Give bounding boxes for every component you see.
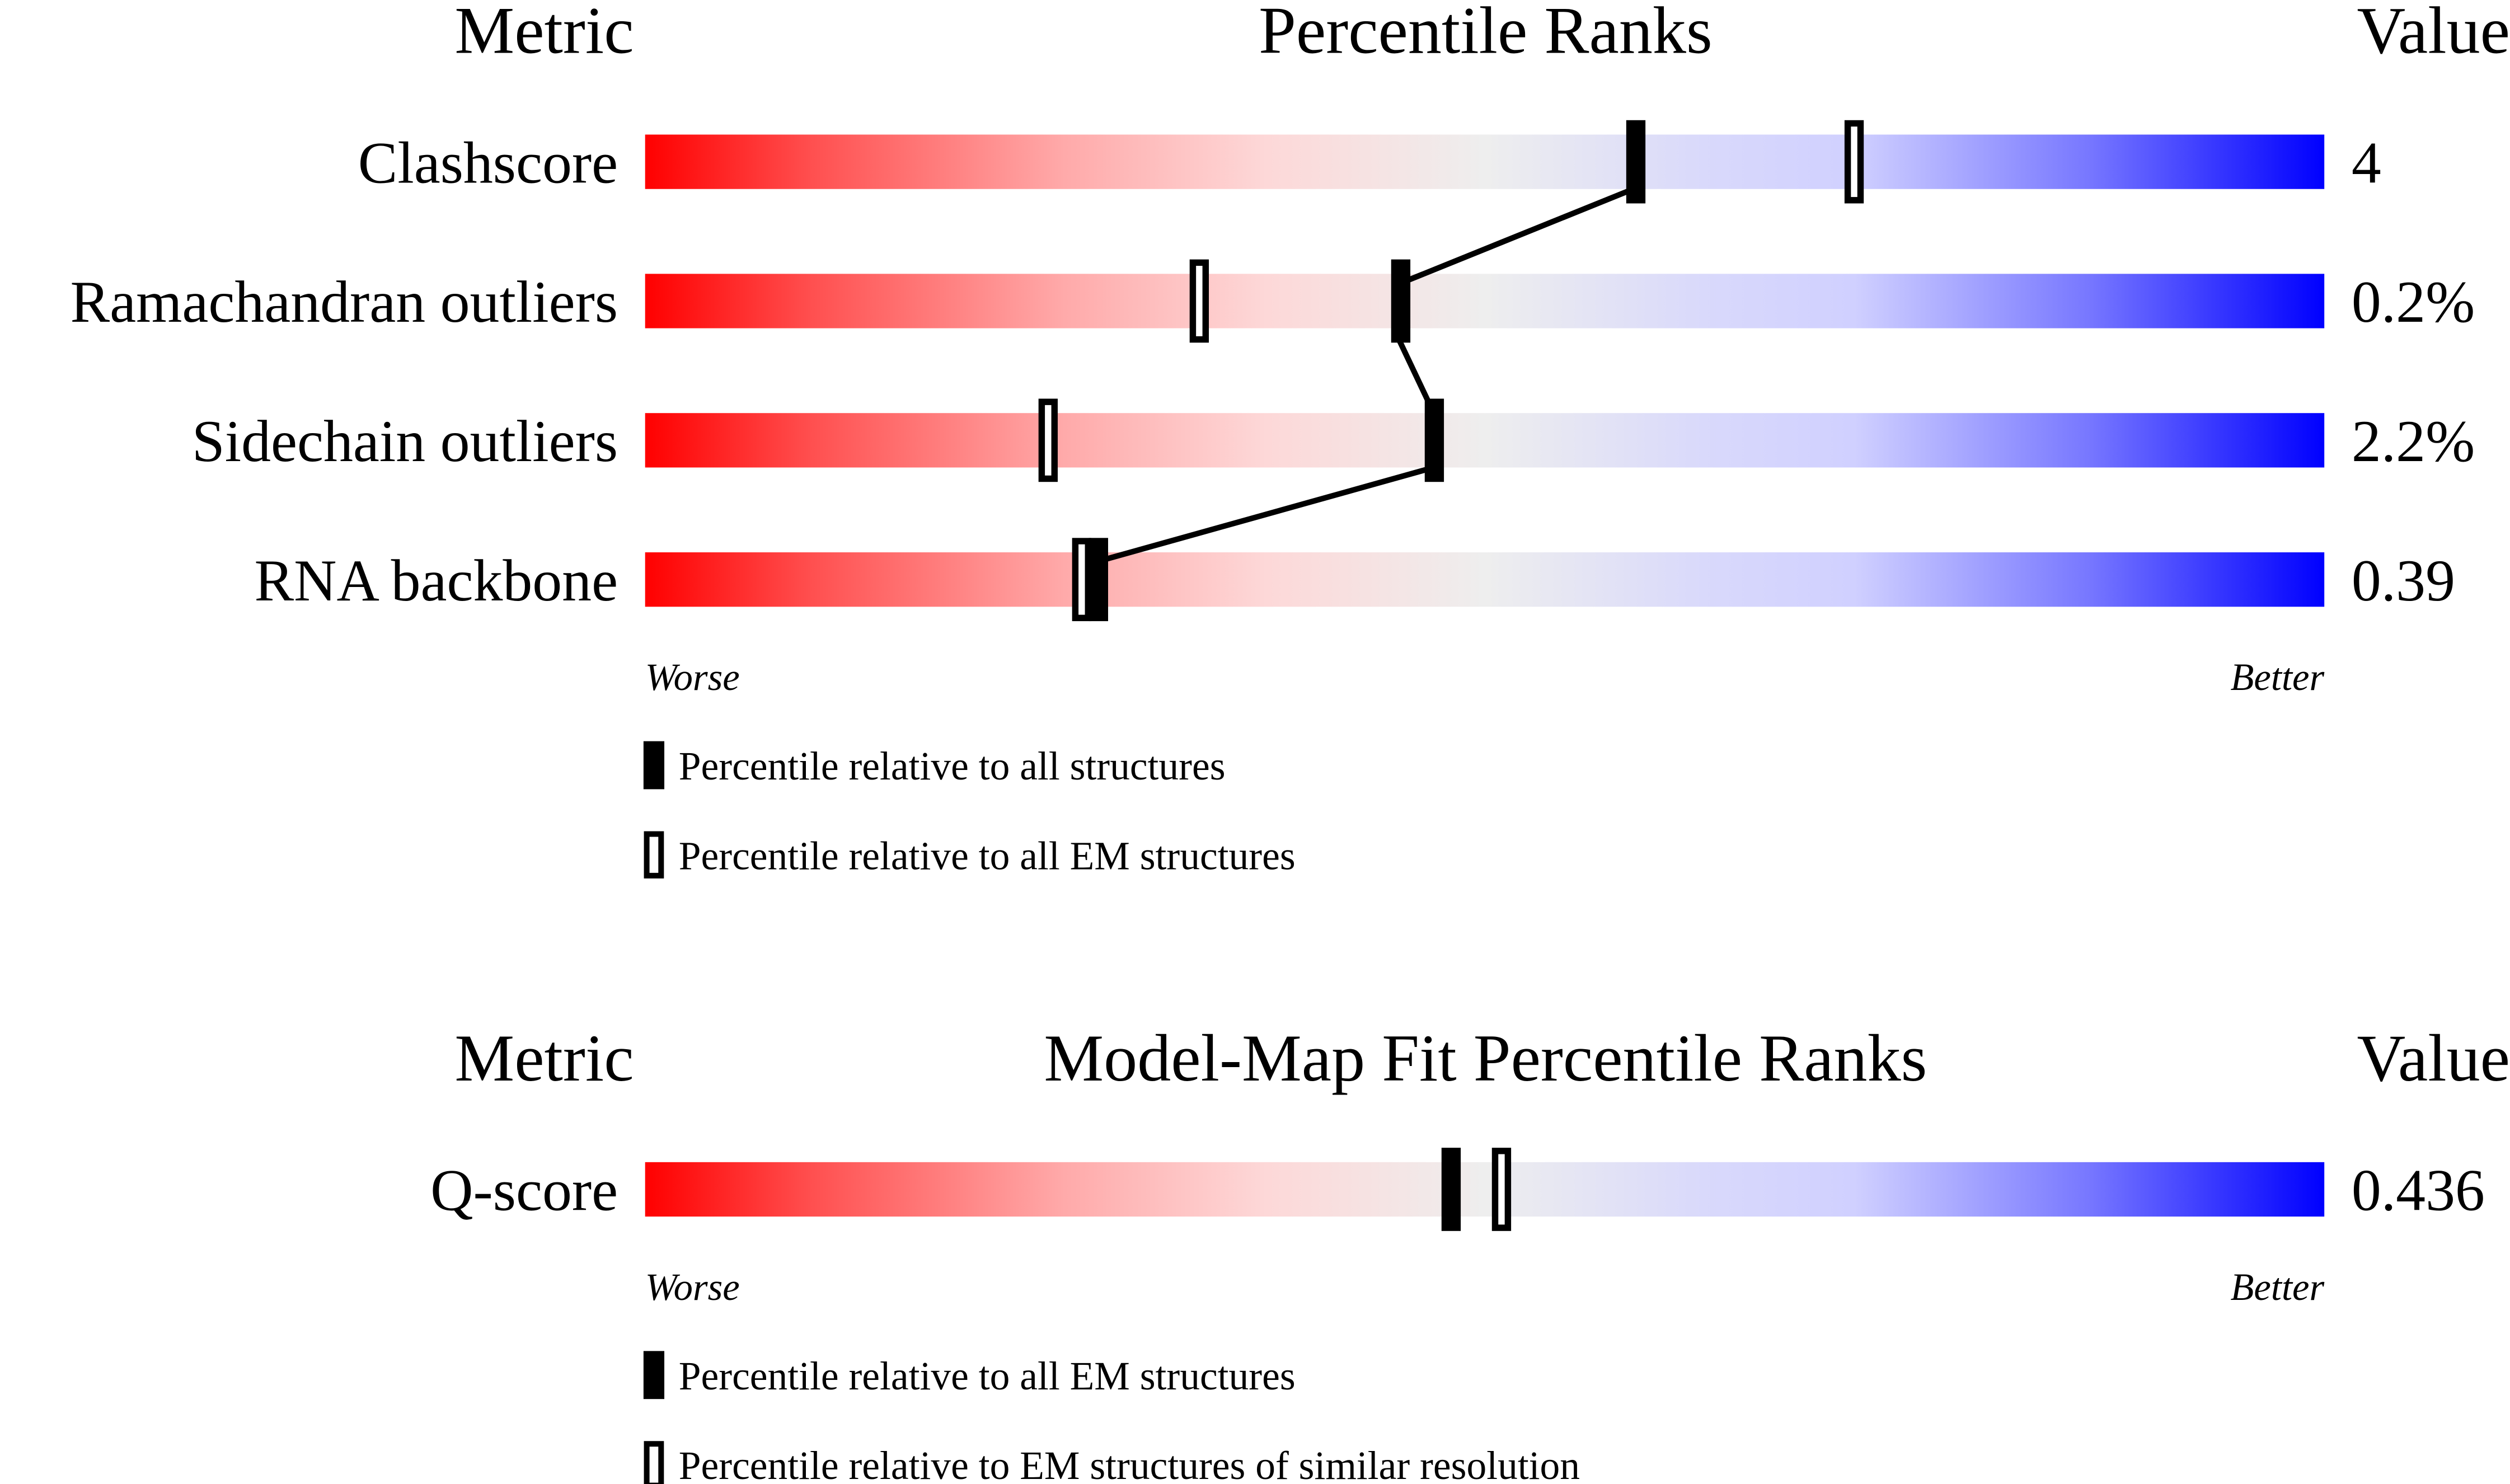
metric-value: 0.2% [2352,269,2475,335]
chart-title: Model-Map Fit Percentile Ranks [1044,1021,1927,1095]
metric-row: Q-score 0.436 [430,1148,2485,1231]
filled-percentile-marker [1441,1148,1461,1231]
metric-header: Metric [454,0,634,68]
legend-item: Percentile relative to all structures [643,741,1226,790]
chart-title: Percentile Ranks [1259,0,1713,68]
metric-label: Q-score [430,1158,618,1223]
metric-value: 0.436 [2352,1158,2485,1223]
metric-row: Sidechain outliers 2.2% [192,398,2475,482]
filled-percentile-marker [1391,259,1411,343]
metric-row: RNA backbone 0.39 [255,538,2455,622]
worse-label: Worse [645,656,740,698]
filled-percentile-marker [1089,538,1109,622]
legend-item: Percentile relative to EM structures of … [644,1441,1580,1484]
metric-value: 0.39 [2352,548,2455,613]
connector-line [1101,466,1429,563]
legend-filled-marker-icon [643,1351,665,1400]
open-percentile-marker [1491,1148,1512,1231]
percentile-bar [645,274,2325,328]
open-percentile-marker [1844,120,1864,204]
legend-filled-marker-icon [643,741,665,790]
percentile-bar [645,413,2325,468]
legend-label: Percentile relative to all EM structures [679,1354,1296,1398]
worse-label: Worse [645,1266,740,1308]
legend-label: Percentile relative to all structures [679,744,1226,788]
metric-value: 4 [2352,130,2381,195]
legend-open-marker-icon [644,831,664,879]
better-label: Better [2231,1266,2325,1308]
legend-label: Percentile relative to all EM structures [679,834,1296,878]
open-percentile-marker [1038,398,1058,482]
percentile-bar [645,552,2325,607]
legend-open-marker-icon [644,1441,664,1484]
value-header: Value [2357,0,2510,68]
chart-panel-1: Metric Model-Map Fit Percentile Ranks Valu… [430,1021,2510,1484]
percentile-bar [645,1162,2325,1217]
chart-panel-0: Metric Percentile Ranks Value Clashscore 4 Ra… [71,0,2510,879]
metric-row: Clashscore 4 [358,120,2381,204]
open-percentile-marker [1072,538,1092,622]
legend-item: Percentile relative to all EM structures [643,1351,1296,1400]
connector-line [1391,328,1441,422]
value-header: Value [2357,1021,2510,1095]
metric-label: Clashscore [358,130,618,195]
open-percentile-marker [1189,259,1209,343]
metric-header: Metric [454,1021,634,1095]
better-label: Better [2231,656,2325,698]
metric-label: Sidechain outliers [192,408,618,474]
metric-label: Ramachandran outliers [71,269,618,335]
legend-label: Percentile relative to EM structures of … [679,1444,1580,1484]
metric-value: 2.2% [2352,408,2475,474]
connector-line [1402,187,1631,285]
percentile-bar [645,134,2325,189]
legend-item: Percentile relative to all EM structures [644,831,1296,879]
metric-label: RNA backbone [255,548,618,613]
metric-row: Ramachandran outliers 0.2% [71,259,2475,343]
filled-percentile-marker [1626,120,1646,204]
